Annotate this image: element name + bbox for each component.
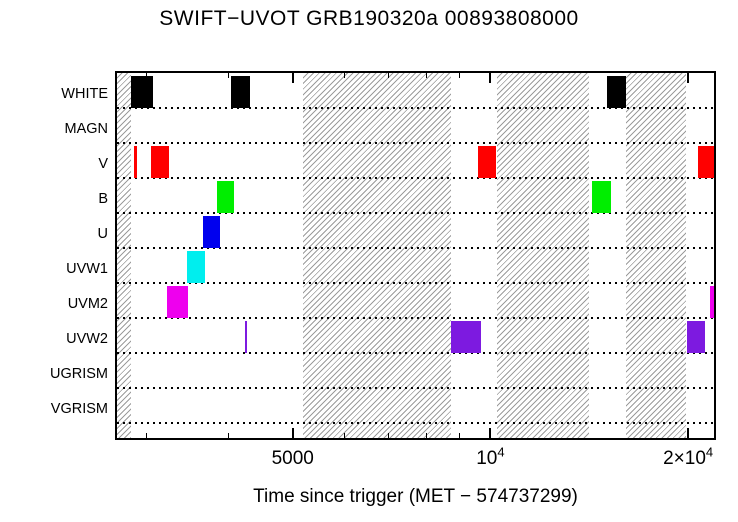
obs-bar <box>202 216 221 248</box>
filter-label: V <box>98 156 108 172</box>
x-tick-label: 104 <box>476 444 505 469</box>
x-minor-tick <box>146 73 148 78</box>
row-gridline <box>117 352 714 354</box>
obs-bar <box>245 321 248 353</box>
x-minor-tick <box>459 73 461 78</box>
filter-label: U <box>97 226 108 242</box>
x-minor-tick <box>146 433 148 438</box>
obs-bar <box>477 146 497 178</box>
row-gridline <box>117 387 714 389</box>
obs-bar <box>710 286 714 318</box>
chart-title: SWIFT−UVOT GRB190320a 00893808000 <box>159 7 579 30</box>
x-tick-label: 5000 <box>271 448 314 469</box>
x-minor-tick <box>228 433 230 438</box>
obs-bar <box>697 146 714 178</box>
x-major-tick <box>687 428 690 438</box>
obs-bar <box>131 76 153 108</box>
gap-hatch-region <box>117 73 132 438</box>
row-gridline <box>117 142 714 144</box>
x-minor-tick <box>425 433 427 438</box>
x-minor-tick <box>459 433 461 438</box>
x-minor-tick <box>343 433 345 438</box>
obs-bar <box>186 251 205 283</box>
x-major-tick <box>489 73 492 83</box>
row-gridline <box>117 107 714 109</box>
x-major-tick <box>687 73 690 83</box>
gap-hatch-region <box>302 73 452 438</box>
gap-hatch-region <box>497 73 590 438</box>
row-gridline <box>117 282 714 284</box>
gap-hatch-region <box>626 73 687 438</box>
filter-label: UVM2 <box>67 296 108 312</box>
obs-bar <box>133 146 137 178</box>
filter-label: VGRISM <box>50 401 108 417</box>
x-minor-tick <box>387 73 389 78</box>
obs-bar <box>607 76 627 108</box>
obs-bar <box>167 286 188 318</box>
obs-bar <box>451 321 481 353</box>
tick-exponent: 4 <box>497 444 505 460</box>
filter-label: UVW1 <box>66 261 108 277</box>
obs-bar <box>592 181 612 213</box>
row-gridline <box>117 212 714 214</box>
x-major-tick <box>291 428 294 438</box>
x-minor-tick <box>387 433 389 438</box>
filter-label: UGRISM <box>50 366 108 382</box>
x-minor-tick <box>343 73 345 78</box>
obs-bar <box>686 321 705 353</box>
filter-label: MAGN <box>64 121 109 137</box>
obs-bar <box>216 181 235 213</box>
row-gridline <box>117 422 714 424</box>
x-minor-tick <box>228 73 230 78</box>
row-gridline <box>117 317 714 319</box>
obs-bar <box>231 76 251 108</box>
x-major-tick <box>291 73 294 83</box>
row-gridline <box>117 177 714 179</box>
filter-label: B <box>98 191 108 207</box>
row-gridline <box>117 247 714 249</box>
plot-area <box>115 71 716 440</box>
x-major-tick <box>489 428 492 438</box>
x-minor-tick <box>425 73 427 78</box>
tick-exponent: 4 <box>705 444 714 460</box>
obs-bar <box>150 146 169 178</box>
filter-label: WHITE <box>61 86 108 102</box>
x-tick-label: 2×104 <box>663 444 714 469</box>
filter-label: UVW2 <box>66 331 108 347</box>
x-axis-title: Time since trigger (MET − 574737299) <box>253 486 578 507</box>
